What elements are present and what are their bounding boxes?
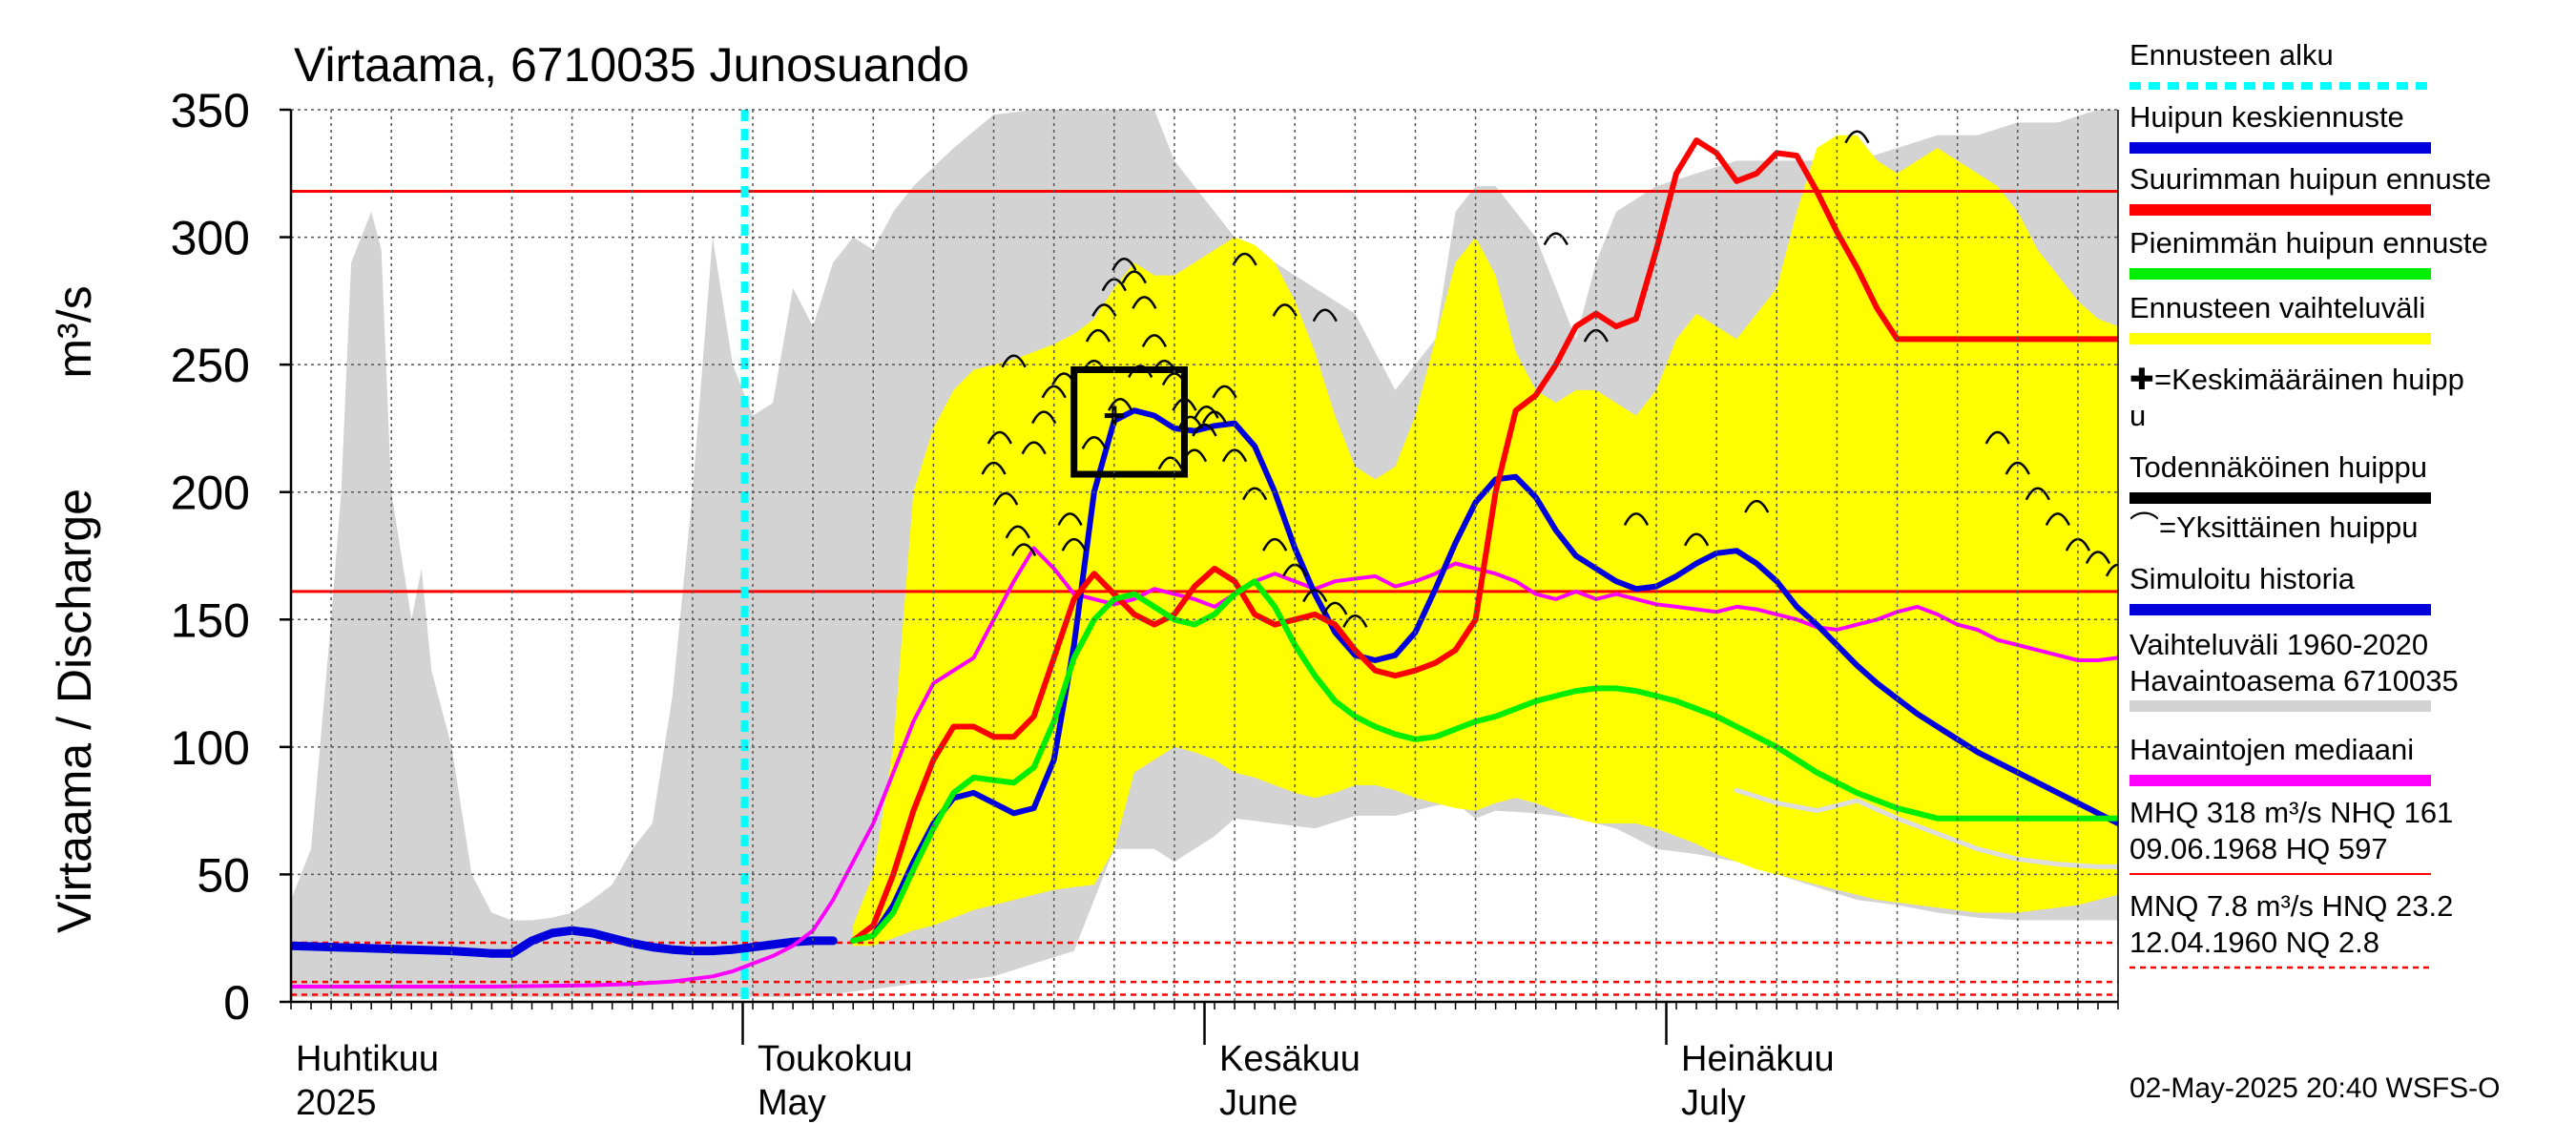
individual-peak-marker [1081, 436, 1107, 449]
month-label-en: 2025 [296, 1083, 377, 1123]
individual-peak-marker [1241, 487, 1268, 501]
legend-label-line2: 12.04.1960 NQ 2.8 [2129, 926, 2379, 959]
legend-label: Todennäköinen huippu [2129, 450, 2427, 484]
month-label-en: May [758, 1083, 826, 1123]
y-tick-label: 350 [171, 84, 250, 137]
individual-peak-marker [1157, 456, 1183, 470]
legend-label: Ennusteen alku [2129, 38, 2334, 72]
y-tick-label: 0 [223, 976, 250, 1030]
individual-peak-marker [1984, 430, 2010, 445]
legend-label: Ennusteen vaihteluväli [2129, 291, 2425, 324]
month-label-fi: Huhtikuu [296, 1039, 439, 1079]
individual-peak-marker [1844, 130, 1870, 144]
series-line-3 [850, 137, 2118, 944]
legend: Ennusteen alku Huipun keskiennuste Suurimm… [2129, 38, 2491, 969]
y-tick-label: 250 [171, 339, 250, 392]
individual-peak-marker [2005, 461, 2030, 475]
chart-title: Virtaama, 6710035 Junosuando [294, 38, 969, 92]
y-tick-label: 300 [171, 212, 250, 265]
legend-label-line2: Havaintoasema 6710035 [2129, 664, 2459, 697]
individual-peak-marker [1262, 537, 1288, 552]
individual-peak-marker [1177, 415, 1203, 429]
individual-peak-marker [1121, 270, 1147, 284]
individual-peak-marker [2085, 551, 2111, 565]
y-tick-label: 200 [171, 467, 250, 520]
mean-peak-marker [1104, 406, 1124, 426]
individual-peak-marker [1232, 252, 1257, 266]
individual-peak-marker [993, 491, 1019, 506]
month-label-en: June [1219, 1083, 1298, 1123]
y-tick-label: 150 [171, 593, 250, 647]
individual-peak-marker [1302, 589, 1328, 603]
individual-peak-marker [987, 430, 1012, 445]
series-line-4 [850, 578, 2118, 944]
individual-peak-marker [1128, 364, 1153, 379]
series-line-5 [1734, 787, 2118, 869]
y-axis-label: Virtaama / Discharge [48, 489, 101, 933]
legend-label-line2: u [2129, 399, 2146, 432]
legend-label: MHQ 318 m³/s NHQ 161 [2129, 796, 2453, 829]
legend-label: ✚=Keskimääräinen huipp [2129, 363, 2464, 396]
legend-label: MNQ 7.8 m³/s HNQ 23.2 [2129, 889, 2453, 923]
individual-peak-marker [1683, 532, 1710, 547]
individual-peak-marker [1061, 537, 1087, 552]
individual-peak-marker [1194, 406, 1219, 419]
series-line-2 [850, 407, 2118, 944]
y-tick-label: 100 [171, 721, 250, 775]
individual-peak-marker [1623, 512, 1650, 527]
individual-peak-marker [1085, 328, 1111, 343]
individual-peak-marker [1744, 499, 1770, 513]
month-label-fi: Kesäkuu [1219, 1039, 1361, 1079]
legend-label: Vaihteluväli 1960-2020 [2129, 628, 2428, 661]
individual-peak-marker [1021, 441, 1047, 455]
individual-peak-marker [981, 461, 1007, 475]
individual-peak-marker [1322, 601, 1348, 615]
individual-peak-marker [1057, 512, 1083, 527]
legend-label: Simuloitu historia [2129, 562, 2356, 595]
legend-label: Havaintojen mediaani [2129, 733, 2414, 766]
month-label-en: July [1681, 1083, 1746, 1123]
plot-area [291, 110, 2118, 1002]
footer-timestamp: 02-May-2025 20:40 WSFS-O [2129, 1072, 2501, 1104]
legend-label: Huipun keskiennuste [2129, 100, 2404, 134]
individual-peak-marker [1192, 423, 1217, 437]
month-label-fi: Heinäkuu [1681, 1039, 1835, 1079]
legend-label: Pienimmän huipun ennuste [2129, 226, 2488, 260]
legend-label: ⌒=Yksittäinen huippu [2129, 510, 2418, 544]
individual-peak-marker [2045, 512, 2070, 527]
series-line-0 [291, 926, 838, 958]
individual-peak-marker [1132, 296, 1157, 309]
y-axis-unit: m³/s [48, 285, 101, 378]
y-tick-label: 50 [197, 848, 250, 902]
individual-peak-marker [1141, 334, 1168, 348]
probable-peak-box [1070, 365, 1188, 478]
individual-peak-marker [1342, 614, 1368, 628]
individual-peak-marker [1005, 525, 1030, 539]
individual-peak-marker [1543, 232, 1568, 246]
individual-peak-marker [1001, 354, 1027, 368]
individual-peak-marker [1010, 543, 1037, 557]
individual-peak-marker [2105, 563, 2118, 577]
individual-peak-marker [1108, 398, 1133, 411]
individual-peak-marker [1221, 448, 1248, 463]
month-label-fi: Toukokuu [758, 1039, 913, 1079]
individual-peak-marker [1312, 308, 1338, 323]
individual-peak-marker [1212, 385, 1237, 399]
individual-peak-marker [2025, 487, 2050, 501]
legend-label-line2: 09.06.1968 HQ 597 [2129, 832, 2388, 865]
individual-peak-marker [1111, 258, 1137, 271]
individual-peak-marker [1031, 410, 1057, 425]
legend-label: Suurimman huipun ennuste [2129, 162, 2491, 196]
grid [291, 109, 2118, 1003]
